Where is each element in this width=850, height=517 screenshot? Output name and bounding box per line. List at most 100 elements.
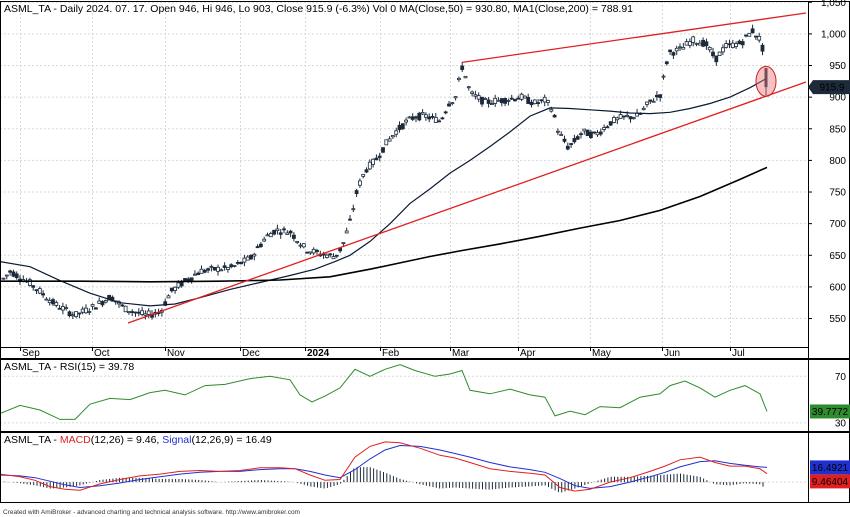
candle-body <box>8 270 13 273</box>
candle-body <box>298 244 303 247</box>
y-tick-label: 1,000 <box>821 29 846 40</box>
candle-body <box>166 295 171 299</box>
candle-body <box>730 42 735 48</box>
candle-body <box>499 98 504 104</box>
candle-body <box>453 96 458 99</box>
candle-body <box>744 34 748 37</box>
x-tick-label: May <box>592 348 611 359</box>
footer-credit: Created with AmiBroker - advanced charti… <box>3 509 300 516</box>
candle-body <box>509 97 514 100</box>
candle-body <box>704 41 709 47</box>
rsi-panel[interactable] <box>0 364 808 424</box>
candle-body <box>496 99 501 102</box>
candle-body <box>328 253 333 256</box>
candle-body <box>169 287 174 292</box>
candle-body <box>661 75 666 78</box>
candle-body <box>760 44 765 52</box>
y-tick-label: 650 <box>829 251 846 262</box>
candle-body <box>136 311 141 314</box>
candle-body <box>546 100 550 103</box>
candle-body <box>569 143 573 145</box>
candle-body <box>506 100 511 102</box>
candle-body <box>605 126 610 129</box>
x-tick-label: Feb <box>382 348 400 359</box>
y-tick-label: 800 <box>829 156 846 167</box>
x-tick-label: Nov <box>167 348 185 359</box>
candle-body <box>740 41 745 46</box>
candle-body <box>664 61 669 65</box>
candle-body <box>123 305 128 313</box>
candle-body <box>222 265 227 268</box>
candle-body <box>348 218 352 221</box>
candle-body <box>678 46 682 49</box>
candle-body <box>612 117 616 123</box>
rsi-line <box>0 364 768 420</box>
candle-body <box>57 307 62 310</box>
rsi-tick-label: 70 <box>835 372 847 383</box>
candle-body <box>103 300 108 303</box>
candle-body <box>381 147 385 153</box>
candle-body <box>648 99 653 102</box>
candle-body <box>268 233 273 238</box>
candle-body <box>265 234 270 237</box>
candle-body <box>219 269 224 272</box>
candle-body <box>737 40 742 45</box>
x-tick-label: Mar <box>452 348 470 359</box>
macd-title-segment: (12,26,9) = 16.49 <box>191 434 271 446</box>
candle-body <box>143 313 148 316</box>
candle-body <box>579 133 583 136</box>
candle-body <box>367 161 372 170</box>
candle-body <box>176 282 181 288</box>
candle-body <box>94 307 98 310</box>
candle-body <box>80 308 85 313</box>
candle-body <box>754 35 758 38</box>
candle-body <box>146 310 151 315</box>
candle-body <box>334 254 339 257</box>
candle-body <box>225 267 230 270</box>
candle-body <box>206 268 211 271</box>
x-tick-label: 2024 <box>307 348 330 359</box>
candle-body <box>87 311 92 313</box>
x-tick-label: Jun <box>664 348 680 359</box>
candle-body <box>37 288 42 294</box>
candle-body <box>539 99 544 102</box>
candle-body <box>209 265 214 268</box>
candle-body <box>249 254 253 260</box>
candle-body <box>721 47 725 53</box>
ma50-line <box>0 77 768 307</box>
trendline <box>127 81 807 324</box>
candle-body <box>727 43 732 46</box>
candle-body <box>674 47 679 52</box>
rsi-value-badge <box>810 404 850 419</box>
macd-histogram <box>3 467 764 493</box>
candle-body <box>516 97 521 100</box>
y-tick-label: 550 <box>829 314 846 325</box>
candle-body <box>357 180 362 186</box>
candle-body <box>618 114 623 119</box>
candle-body <box>192 273 197 276</box>
macd-title-segment: ASML_TA - <box>4 434 60 446</box>
candle-body <box>90 304 95 307</box>
candle-body <box>562 138 567 142</box>
rsi-tick-label: 30 <box>835 418 847 429</box>
candle-body <box>31 285 36 288</box>
candle-body <box>61 306 65 311</box>
candle-body <box>443 111 448 114</box>
candle-body <box>199 268 204 274</box>
candle-body <box>407 116 412 119</box>
candle-body <box>463 75 468 79</box>
macd-panel[interactable] <box>0 441 808 493</box>
candle-body <box>697 42 702 46</box>
candle-body <box>694 42 699 45</box>
candle-body <box>572 137 577 143</box>
candle-body <box>41 293 45 296</box>
candle-body <box>186 278 191 282</box>
candle-body <box>628 116 633 120</box>
candle-body <box>364 169 369 173</box>
candle-body <box>216 266 220 272</box>
price-panel[interactable] <box>0 1 808 347</box>
candle-body <box>417 112 422 121</box>
candle-body <box>519 93 524 100</box>
y-tick-label: 600 <box>829 282 846 293</box>
candle-body <box>51 299 55 305</box>
